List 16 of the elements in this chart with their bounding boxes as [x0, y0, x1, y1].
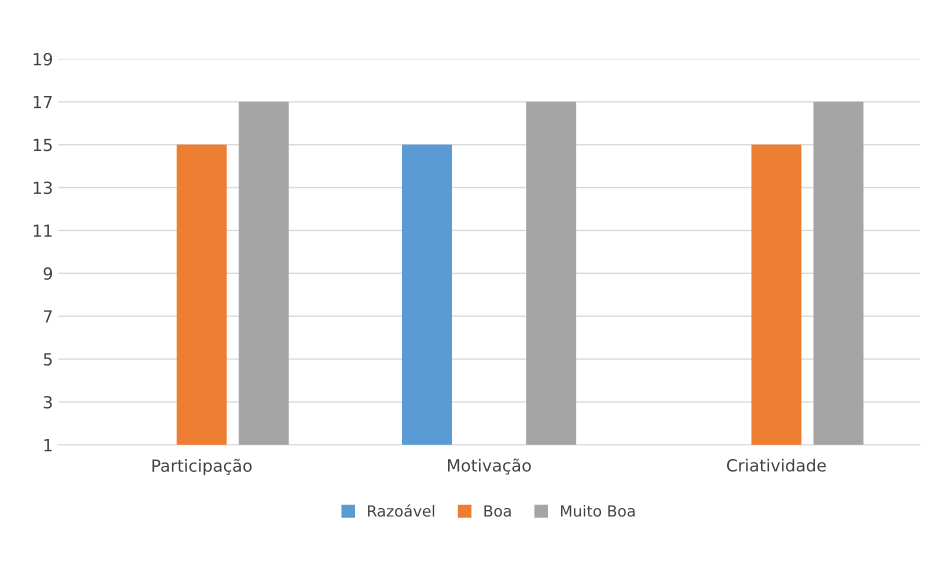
x-tick-label: Motivação: [448, 458, 531, 475]
y-tick-label: 19: [34, 52, 52, 66]
y-tick-label: 1: [44, 439, 52, 452]
y-tick-label: 7: [44, 310, 52, 323]
y-tick-label: 3: [44, 396, 52, 409]
y-tick-label: 11: [34, 224, 52, 237]
y-tick-label: 17: [34, 96, 52, 108]
legend-label: Razoável: [368, 504, 434, 517]
y-tick-label: 5: [44, 353, 52, 366]
y-tick-label: 13: [34, 182, 52, 194]
legend-label: Boa: [484, 505, 511, 517]
x-tick-label: Participação: [152, 458, 252, 476]
y-tick-label: 9: [44, 267, 52, 280]
y-tick-label: 15: [34, 138, 52, 152]
legend-label: Muito Boa: [561, 504, 635, 517]
x-tick-label: Criatividade: [727, 458, 826, 472]
